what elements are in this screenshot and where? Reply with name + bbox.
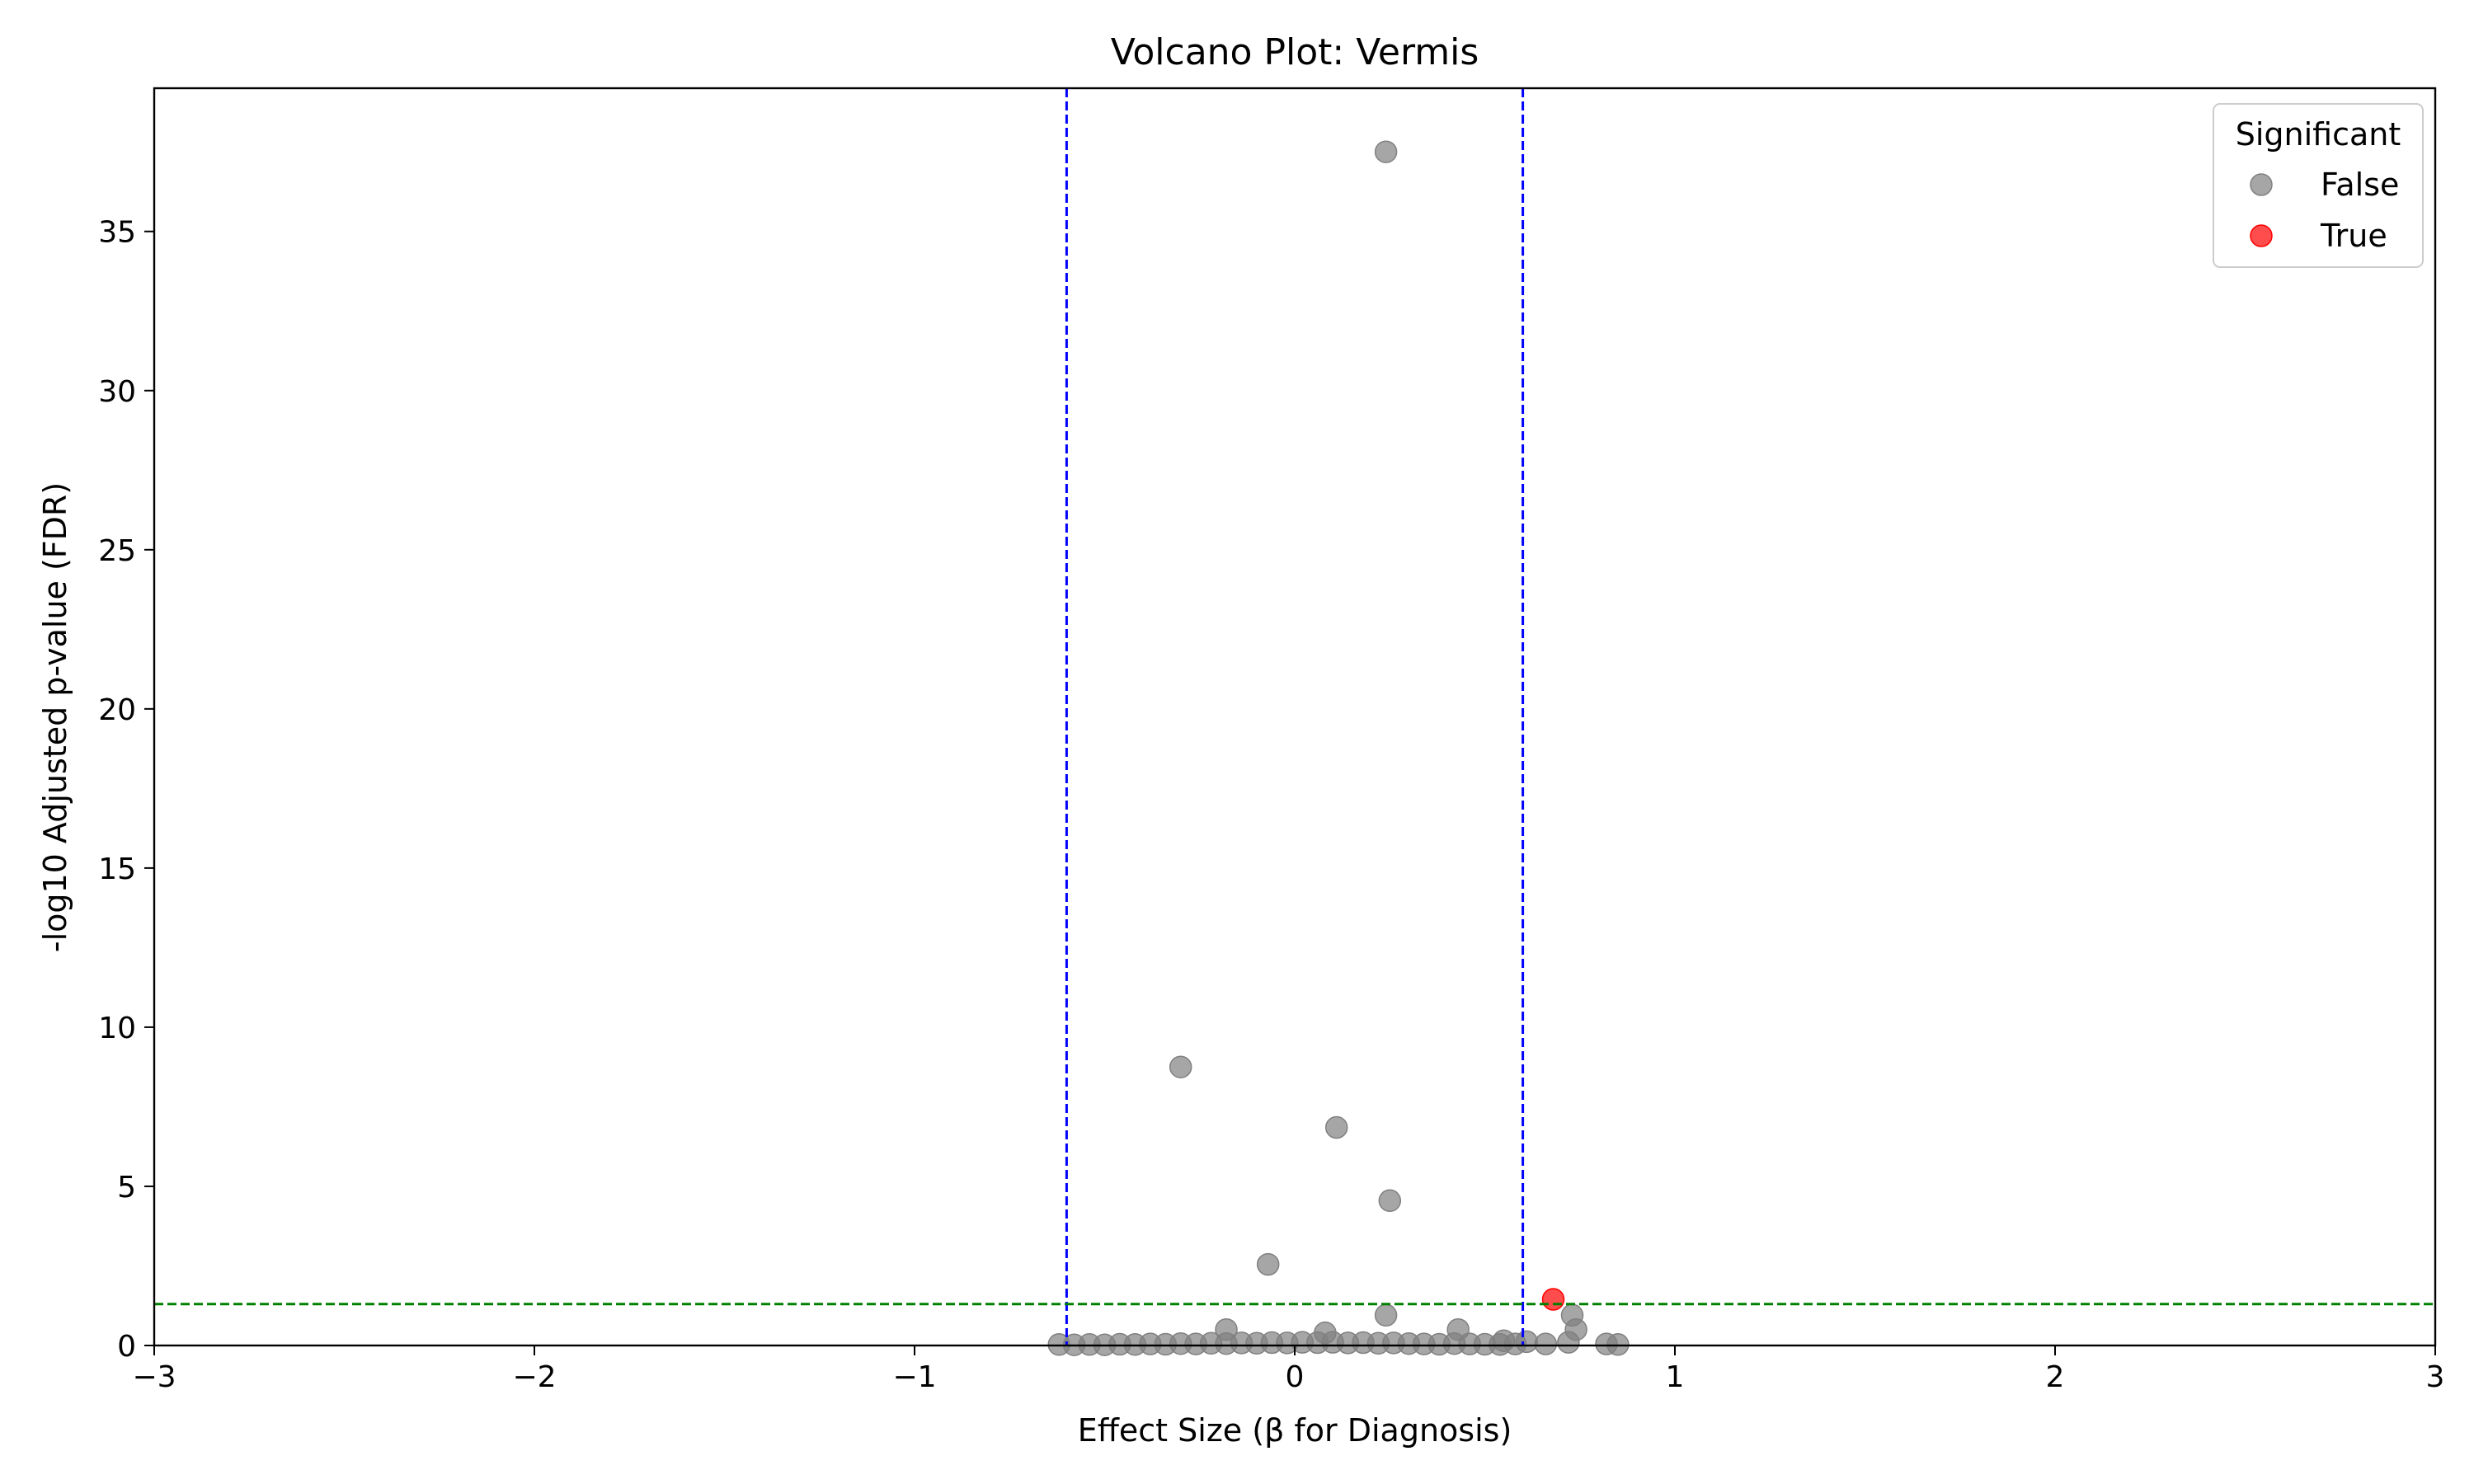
y-axis-label: -log10 Adjusted p-value (FDR) [37,482,73,952]
data-point-false-3 [1378,1189,1402,1213]
data-point-true-0 [1541,1288,1565,1311]
x-tick-label: 0 [1286,1360,1305,1394]
data-point-false-4 [1256,1252,1280,1276]
y-tick-label: 30 [98,375,136,409]
y-tick-label: 10 [98,1012,136,1045]
threshold-layer [154,88,2435,1345]
x-tick-label: 2 [2046,1360,2065,1394]
x-tick-label: 1 [1666,1360,1685,1394]
legend-marker-false [2250,173,2273,196]
data-point-false-16 [1534,1332,1558,1355]
y-tick-label: 15 [98,852,136,886]
x-axis: −3 −2 −1 0 1 2 3 [132,1345,2444,1394]
y-tick-label: 35 [98,216,136,250]
x-tick-label: −1 [892,1360,936,1394]
data-point-false-47 [1503,1332,1527,1355]
legend-label-false: False [2321,167,2399,203]
y-tick-label: 0 [117,1330,136,1364]
x-tick-label: −2 [512,1360,556,1394]
data-point-false-1 [1169,1055,1192,1078]
x-tick-label: −3 [132,1360,176,1394]
x-tick-label: 3 [2426,1360,2445,1394]
data-point-false-0 [1374,140,1398,163]
legend: Significant False True [2213,103,2424,268]
chart-title: Volcano Plot: Vermis [1111,31,1479,73]
y-tick-label: 20 [98,693,136,727]
data-point-false-5 [1374,1303,1398,1327]
legend-title: Significant [2236,116,2401,153]
legend-label-true: True [2320,218,2387,254]
legend-marker-true [2250,224,2273,247]
y-axis: 0 5 10 15 20 25 30 35 [98,216,154,1364]
data-point-false-13 [1557,1331,1580,1354]
y-tick-label: 25 [98,534,136,568]
plot-area [153,87,2437,1356]
data-point-false-2 [1324,1115,1348,1139]
x-axis-label: Effect Size (β for Diagnosis) [1078,1412,1512,1449]
y-tick-label: 5 [117,1171,136,1205]
